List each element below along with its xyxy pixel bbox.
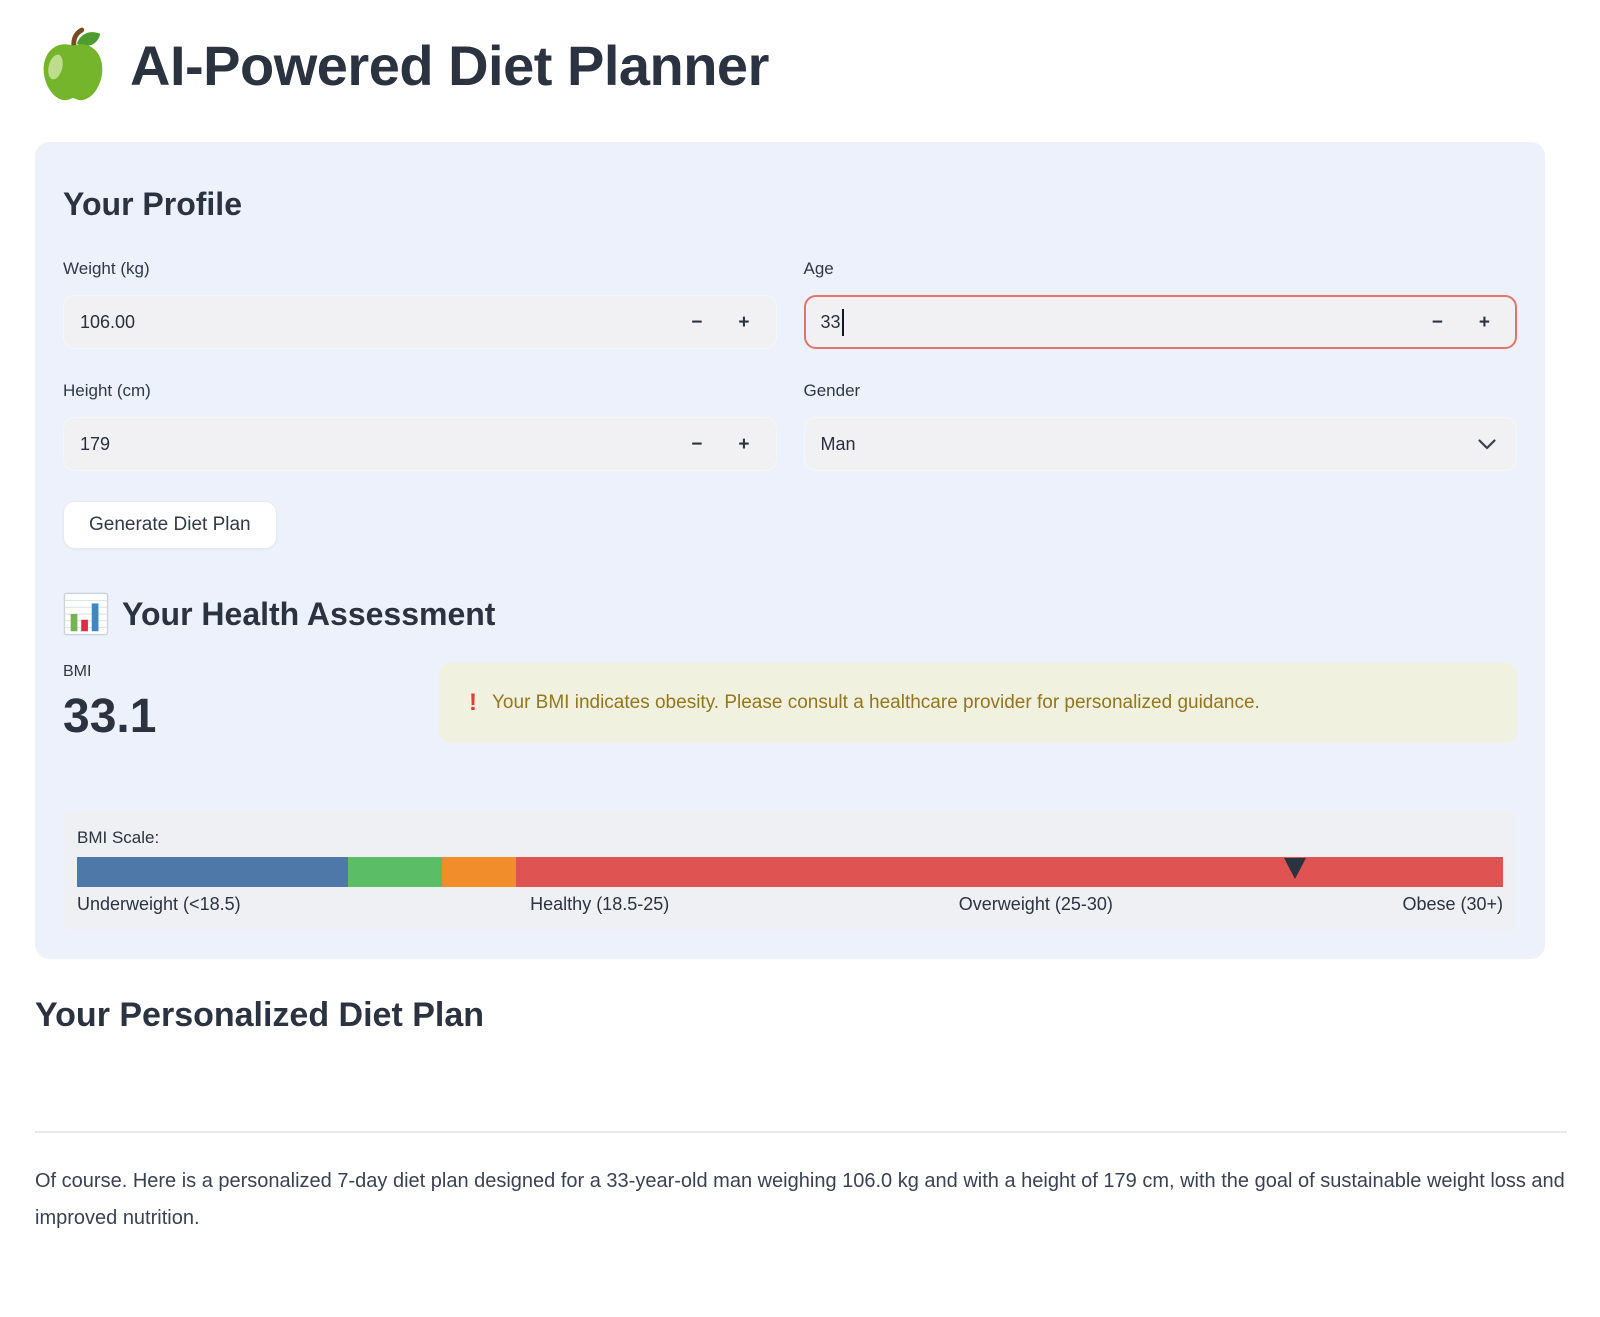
gender-label: Gender xyxy=(803,381,861,400)
profile-form: Weight (kg) 106.00 − + Age 33 − + Height… xyxy=(63,259,1517,471)
health-assessment-heading: Your Health Assessment xyxy=(63,591,1517,637)
diet-plan-heading: Your Personalized Diet Plan xyxy=(35,996,485,1034)
bmi-scale-labels: Underweight (<18.5) Healthy (18.5-25) Over… xyxy=(77,894,1503,915)
bmi-segment-underweight xyxy=(77,857,348,887)
bmi-row: BMI 33.1 ! Your BMI indicates obesity. P… xyxy=(63,663,1517,744)
height-input[interactable]: 179 − + xyxy=(63,417,777,471)
bar-chart-icon xyxy=(63,591,109,637)
bmi-warning-text: Your BMI indicates obesity. Please consu… xyxy=(492,692,1260,713)
bmi-marker xyxy=(1283,858,1306,879)
gender-select[interactable]: Man xyxy=(803,417,1517,471)
divider xyxy=(35,1131,1567,1133)
bmi-scale-label: Underweight (<18.5) xyxy=(77,894,241,914)
bmi-scale-label: Obese (30+) xyxy=(1402,894,1503,914)
generate-diet-plan-button[interactable]: Generate Diet Plan xyxy=(63,501,277,549)
chevron-down-icon xyxy=(1478,438,1496,450)
text-cursor xyxy=(841,308,844,336)
bmi-scale-bar xyxy=(77,857,1503,887)
health-assessment-title: Your Health Assessment xyxy=(122,595,496,632)
bmi-block: BMI 33.1 xyxy=(63,663,439,744)
weight-increment-button[interactable]: + xyxy=(738,311,750,333)
exclamation-icon: ! xyxy=(469,689,477,716)
age-field-group: Age 33 − + xyxy=(803,259,1517,349)
bmi-scale-card: BMI Scale: Underweight (<18.5) Healthy (1… xyxy=(63,810,1517,931)
diet-plan-paragraph: Of course. Here is a personalized 7-day … xyxy=(35,1170,1565,1229)
weight-decrement-button[interactable]: − xyxy=(691,311,703,333)
height-field-group: Height (cm) 179 − + xyxy=(63,381,777,471)
age-input[interactable]: 33 − + xyxy=(803,295,1517,349)
age-label: Age xyxy=(803,259,834,278)
gender-value: Man xyxy=(820,433,856,454)
page-title: AI-Powered Diet Planner xyxy=(130,33,769,97)
height-decrement-button[interactable]: − xyxy=(691,433,703,455)
gender-field-group: Gender Man xyxy=(803,381,1517,471)
app-header: AI-Powered Diet Planner xyxy=(35,26,1545,104)
age-increment-button[interactable]: + xyxy=(1478,311,1490,333)
weight-label: Weight (kg) xyxy=(63,259,150,278)
bmi-segment-overweight xyxy=(442,857,517,887)
height-label: Height (cm) xyxy=(63,381,151,400)
green-apple-icon xyxy=(38,26,108,104)
bmi-scale-label: Overweight (25-30) xyxy=(958,894,1113,914)
weight-field-group: Weight (kg) 106.00 − + xyxy=(63,259,777,349)
height-value: 179 xyxy=(80,433,111,454)
weight-input[interactable]: 106.00 − + xyxy=(63,295,777,349)
bmi-segment-obese xyxy=(516,857,1503,887)
age-value: 33 xyxy=(820,311,841,332)
height-increment-button[interactable]: + xyxy=(738,433,750,455)
profile-panel: Your Profile Weight (kg) 106.00 − + Age … xyxy=(35,142,1545,959)
bmi-scale-title: BMI Scale: xyxy=(77,828,160,847)
weight-value: 106.00 xyxy=(80,311,136,332)
bmi-segment-healthy xyxy=(347,857,443,887)
bmi-warning-banner: ! Your BMI indicates obesity. Please con… xyxy=(439,663,1517,743)
bmi-value: 33.1 xyxy=(63,690,157,743)
bmi-scale-label: Healthy (18.5-25) xyxy=(530,894,670,914)
bmi-label: BMI xyxy=(63,663,92,680)
age-decrement-button[interactable]: − xyxy=(1431,311,1443,333)
profile-heading: Your Profile xyxy=(63,186,242,222)
